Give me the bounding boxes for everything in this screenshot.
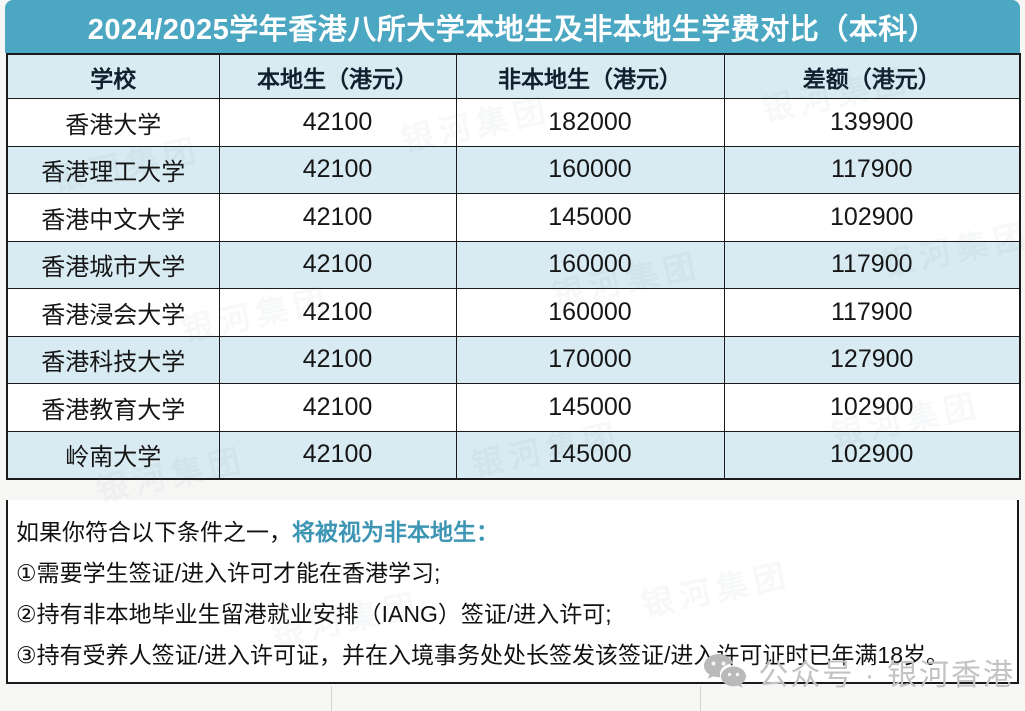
cell-school: 香港教育大学 <box>6 383 220 432</box>
column-header-school: 学校 <box>6 53 220 99</box>
cell-nonlocal-fee: 145000 <box>455 383 725 432</box>
cell-difference: 139900 <box>723 98 1021 147</box>
column-header-nonlocal: 非本地生（港元） <box>455 53 725 99</box>
table-row: 香港科技大学 42100 170000 127900 <box>6 335 1021 384</box>
cell-school: 香港浸会大学 <box>6 288 220 337</box>
cell-nonlocal-fee: 145000 <box>455 193 725 242</box>
cell-local-fee: 42100 <box>218 145 457 194</box>
cell-school: 香港中文大学 <box>6 193 220 242</box>
cell-local-fee: 42100 <box>218 383 457 432</box>
cell-nonlocal-fee: 160000 <box>455 240 725 289</box>
title-banner: 2024/2025学年香港八所大学本地生及非本地生学费对比（本科） <box>5 0 1020 53</box>
cell-nonlocal-fee: 160000 <box>455 145 725 194</box>
note-intro-plain: 如果你符合以下条件之一， <box>16 519 292 545</box>
cell-local-fee: 42100 <box>218 240 457 289</box>
cell-school: 香港城市大学 <box>6 240 220 289</box>
cell-nonlocal-fee: 182000 <box>455 98 725 147</box>
table-row: 香港城市大学 42100 160000 117900 <box>6 240 1021 289</box>
note-intro: 如果你符合以下条件之一，将被视为非本地生： <box>16 512 1007 553</box>
cell-nonlocal-fee: 160000 <box>455 288 725 337</box>
table-title: 2024/2025学年香港八所大学本地生及非本地生学费对比（本科） <box>87 13 938 46</box>
cell-difference: 117900 <box>723 240 1021 289</box>
cell-difference: 127900 <box>723 335 1021 384</box>
column-header-difference: 差额（港元） <box>723 53 1021 99</box>
cell-school: 香港科技大学 <box>6 335 220 384</box>
notes-panel: 如果你符合以下条件之一，将被视为非本地生： ①需要学生签证/进入许可才能在香港学… <box>6 500 1019 684</box>
cell-difference: 102900 <box>723 430 1021 480</box>
cell-difference: 117900 <box>723 288 1021 337</box>
table-row: 香港大学 42100 182000 139900 <box>6 98 1021 147</box>
cell-local-fee: 42100 <box>218 288 457 337</box>
note-item-1: ①需要学生签证/进入许可才能在香港学习; <box>16 560 441 586</box>
note-item-2: ②持有非本地毕业生留港就业安排（IANG）签证/进入许可; <box>16 601 612 627</box>
cell-local-fee: 42100 <box>218 430 457 480</box>
cell-local-fee: 42100 <box>218 98 457 147</box>
cell-difference: 102900 <box>723 383 1021 432</box>
table-row: 香港理工大学 42100 160000 117900 <box>6 145 1021 194</box>
cropped-row-line <box>331 686 332 711</box>
cell-school: 香港理工大学 <box>6 145 220 194</box>
cropped-row-line <box>700 686 701 711</box>
note-intro-highlight: 将被视为非本地生： <box>292 519 499 545</box>
table-row: 香港浸会大学 42100 160000 117900 <box>6 288 1021 337</box>
table-header-row: 学校 本地生（港元） 非本地生（港元） 差额（港元） <box>6 53 1021 99</box>
cell-local-fee: 42100 <box>218 335 457 384</box>
cell-school: 香港大学 <box>6 98 220 147</box>
cell-difference: 117900 <box>723 145 1021 194</box>
table-row: 香港中文大学 42100 145000 102900 <box>6 193 1021 242</box>
table-row: 岭南大学 42100 145000 102900 <box>6 430 1021 480</box>
cell-school: 岭南大学 <box>6 430 220 480</box>
cell-difference: 102900 <box>723 193 1021 242</box>
note-item-3: ③持有受养人签证/进入许可证，并在入境事务处处长签发该签证/进入许可证时已年满1… <box>16 642 949 668</box>
tuition-table: 学校 本地生（港元） 非本地生（港元） 差额（港元） 香港大学 42100 18… <box>6 53 1021 480</box>
cell-local-fee: 42100 <box>218 193 457 242</box>
column-header-local: 本地生（港元） <box>218 53 457 99</box>
cell-nonlocal-fee: 145000 <box>455 430 725 480</box>
cell-nonlocal-fee: 170000 <box>455 335 725 384</box>
table-row: 香港教育大学 42100 145000 102900 <box>6 383 1021 432</box>
